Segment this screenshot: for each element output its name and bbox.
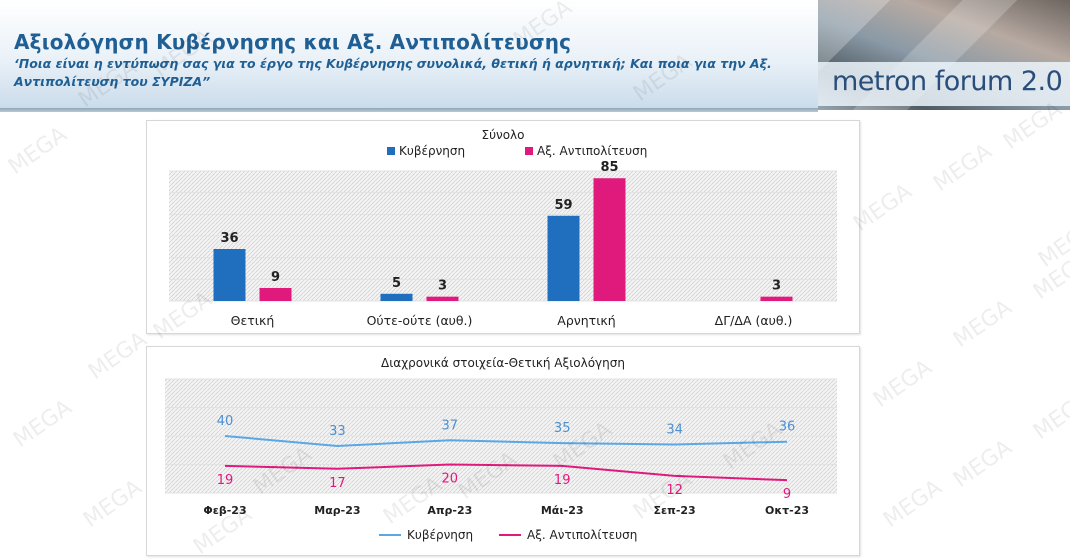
data-label: 19: [217, 473, 234, 488]
bar: [760, 296, 793, 301]
metron-forum-logo: metron forum 2.0: [818, 0, 1070, 110]
x-tick-label: Οκτ-23: [765, 504, 809, 517]
data-label: 20: [442, 472, 459, 487]
chart-title: Διαχρονικά στοιχεία-Θετική Αξιολόγηση: [381, 356, 625, 370]
legend-label: Αξ. Αντιπολίτευση: [527, 528, 637, 542]
legend-label: Κυβέρνηση: [407, 528, 473, 542]
category-label: Αρνητική: [557, 313, 615, 328]
x-tick-label: Φεβ-23: [203, 504, 246, 517]
data-label: 3: [438, 279, 447, 294]
series-line: [224, 435, 788, 447]
bar: [593, 178, 626, 301]
legend-label: Κυβέρνηση: [399, 144, 465, 158]
x-tick-label: Μάι-23: [541, 504, 584, 517]
question-text: ‘Ποια είναι η εντύπωση σας για το έργο τ…: [14, 56, 772, 89]
x-tick-label: Μαρ-23: [314, 504, 360, 517]
watermark-text: MEGA: [79, 475, 147, 533]
chart-title: Σύνολο: [481, 128, 524, 142]
category-label: Ούτε-ούτε (αυθ.): [367, 313, 473, 328]
data-label: 40: [217, 414, 234, 429]
data-label: 9: [271, 270, 280, 285]
logo-band: [818, 62, 1070, 106]
series-line: [224, 463, 788, 482]
totals-chart-panel: Σύνολο Κυβέρνηση Αξ. Αντιπολίτευση Θετική 36…: [146, 120, 860, 334]
data-label: 17: [329, 476, 346, 491]
data-label: 12: [666, 483, 683, 498]
category-label: ΔΓ/ΔΑ (αυθ.): [715, 313, 793, 328]
trend-chart-panel: Διαχρονικά στοιχεία-Θετική Αξιολόγηση Φεβ…: [146, 346, 860, 556]
data-label: 37: [442, 418, 459, 433]
watermark-text: MEGA: [84, 327, 152, 385]
watermark-text: MEGA: [949, 295, 1017, 353]
logo-text: metron forum 2.0: [832, 66, 1063, 97]
watermark-text: MEGA: [1034, 215, 1070, 273]
x-tick-label: Σεπ-23: [653, 504, 695, 517]
data-label: 59: [554, 198, 572, 213]
bar: [547, 215, 580, 301]
watermark-text: MEGA: [9, 395, 77, 453]
watermark-text: MEGA: [869, 355, 937, 413]
legend-swatch: [525, 147, 533, 155]
x-tick-label: Απρ-23: [427, 504, 472, 517]
data-label: 85: [600, 160, 618, 175]
data-label: 33: [329, 424, 346, 439]
header-rule: [0, 108, 818, 112]
data-label: 9: [783, 487, 791, 502]
data-label: 36: [220, 231, 238, 246]
trend-line-chart: Διαχρονικά στοιχεία-Θετική Αξιολόγηση Φεβ…: [165, 356, 837, 542]
watermark-text: MEGA: [949, 435, 1017, 493]
watermark-text: MEGA: [1029, 247, 1070, 305]
watermark-text: MEGA: [879, 475, 947, 533]
data-label: 34: [666, 423, 683, 438]
report-header: Αξιολόγηση Κυβέρνησης και Αξ. Αντιπολίτε…: [0, 0, 1070, 110]
legend-swatch: [387, 147, 395, 155]
data-label: 36: [779, 420, 796, 435]
data-label: 3: [772, 279, 781, 294]
watermark-text: MEGA: [929, 139, 997, 197]
data-label: 5: [392, 276, 401, 291]
bar: [259, 288, 292, 301]
page-title: Αξιολόγηση Κυβέρνησης και Αξ. Αντιπολίτε…: [14, 30, 572, 54]
totals-bar-chart: Σύνολο Κυβέρνηση Αξ. Αντιπολίτευση Θετική 36…: [169, 128, 837, 328]
watermark-text: MEGA: [4, 122, 72, 180]
bar: [213, 249, 246, 301]
legend-label: Αξ. Αντιπολίτευση: [537, 144, 647, 158]
bar: [426, 296, 459, 301]
bar: [380, 293, 413, 301]
data-label: 19: [554, 473, 571, 488]
watermark-text: MEGA: [1029, 387, 1070, 445]
category-label: Θετική: [231, 313, 275, 328]
data-label: 35: [554, 421, 571, 436]
